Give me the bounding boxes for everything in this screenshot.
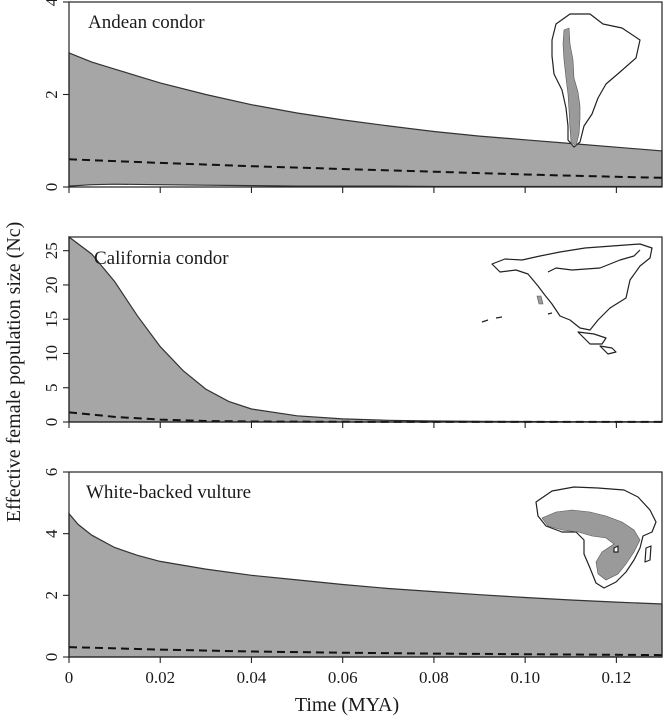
x-axis: 0 0.02 0.04 0.06 0.08 0.10 0.12 [65, 668, 632, 687]
x-tick-label: 0.10 [510, 668, 540, 687]
median-line [68, 646, 663, 657]
plot-area: 0 5 10 15 20 25 [42, 235, 663, 428]
plot-area: 0 2 4 [42, 0, 663, 193]
x-tick-label: 0.06 [328, 668, 358, 687]
panel-andean-condor: 0 2 4 Andean condor [42, 0, 663, 193]
y-tick-label: 2 [42, 591, 61, 600]
y-tick-label: 10 [42, 345, 61, 362]
y-tick-label: 0 [42, 418, 61, 427]
plot-frame [68, 471, 663, 658]
y-tick-label: 0 [42, 653, 61, 662]
y-tick-label: 5 [42, 383, 61, 392]
y-axis-title: Effective female population size (Nc) [3, 222, 25, 523]
y-tick-label: 6 [42, 468, 61, 477]
y-tick-label: 20 [42, 277, 61, 294]
median-line [68, 158, 663, 179]
plot-area: 0 2 4 6 [42, 468, 663, 663]
x-tick-label: 0.12 [602, 668, 632, 687]
panel-title: White-backed vulture [86, 482, 251, 503]
y-tick-label: 25 [42, 242, 61, 259]
x-axis-title: Time (MYA) [295, 694, 399, 716]
x-tick-label: 0.04 [237, 668, 267, 687]
y-tick-label: 4 [42, 0, 61, 6]
y-tick-label: 4 [42, 529, 61, 538]
confidence-band [68, 511, 663, 658]
south-america-map-icon [551, 13, 641, 148]
panel-title: Andean condor [88, 12, 205, 33]
x-tick-label: 0.02 [145, 668, 175, 687]
y-tick-label: 2 [42, 90, 61, 99]
x-tick-label: 0.08 [419, 668, 449, 687]
africa-map-icon [535, 486, 657, 589]
panel-california-condor: 0 5 10 15 20 25 California condor [42, 235, 663, 428]
panel-title: California condor [94, 248, 229, 269]
north-america-map-icon [481, 243, 653, 355]
y-tick-label: 15 [42, 311, 61, 328]
x-tick-label: 0 [65, 668, 74, 687]
plot-frame [68, 236, 663, 423]
y-tick-label: 0 [42, 183, 61, 192]
panel-white-backed-vulture: 0 2 4 6 White-backed vulture [42, 468, 663, 663]
